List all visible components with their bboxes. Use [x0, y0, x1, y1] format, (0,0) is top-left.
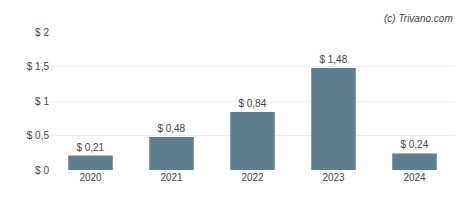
- svg-text:2023: 2023: [322, 172, 345, 183]
- svg-text:2022: 2022: [241, 172, 264, 183]
- svg-text:$ 1,48: $ 1,48: [319, 54, 347, 65]
- svg-text:2024: 2024: [403, 172, 426, 183]
- svg-text:2021: 2021: [160, 172, 183, 183]
- svg-text:$ 2: $ 2: [35, 27, 49, 38]
- svg-text:$ 0,21: $ 0,21: [76, 142, 104, 153]
- svg-text:$ 0,24: $ 0,24: [400, 139, 428, 150]
- svg-text:$ 1: $ 1: [35, 96, 49, 107]
- svg-text:$ 0: $ 0: [35, 165, 49, 176]
- svg-text:$ 0,48: $ 0,48: [157, 123, 185, 134]
- svg-text:2020: 2020: [79, 172, 102, 183]
- svg-text:$ 0,84: $ 0,84: [238, 98, 266, 109]
- svg-text:(c) Trivano.com: (c) Trivano.com: [384, 13, 453, 24]
- svg-text:$ 0,5: $ 0,5: [27, 130, 50, 141]
- svg-text:$ 1,5: $ 1,5: [27, 61, 50, 72]
